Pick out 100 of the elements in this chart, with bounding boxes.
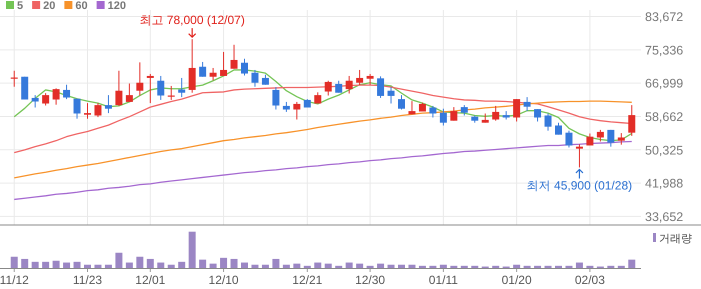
x-tick-label: 12/30 (355, 273, 386, 287)
bar (42, 262, 50, 268)
legend-label: 60 (75, 0, 88, 12)
candlestick (241, 58, 248, 76)
candlestick (157, 75, 164, 100)
bar (513, 264, 520, 268)
candlestick (460, 104, 468, 116)
candlestick (126, 83, 133, 102)
bar (262, 264, 269, 268)
candlestick (178, 77, 186, 98)
bar (576, 262, 583, 268)
legend-label: 20 (43, 0, 56, 12)
candlestick (429, 105, 436, 118)
candlestick (210, 67, 217, 81)
y-tick-label: 58,662 (645, 110, 684, 124)
legend-label: 5 (17, 0, 24, 12)
candlestick (230, 44, 238, 70)
bar (282, 264, 290, 268)
y-tick-label: 50,325 (645, 143, 684, 158)
candlestick (220, 51, 228, 76)
bar (440, 264, 447, 268)
bar (146, 258, 154, 268)
candlestick (32, 94, 39, 108)
candlestick (42, 92, 50, 106)
candlestick (618, 132, 625, 146)
bar (63, 262, 70, 268)
annotation: 최고 78,000 (12/07) (139, 13, 245, 28)
x-tick-label: 02/03 (574, 273, 606, 287)
bar (84, 264, 91, 268)
bar (115, 252, 122, 268)
candlestick (586, 132, 594, 146)
bar (32, 262, 39, 268)
candlestick (628, 104, 636, 136)
y-tick-label: 41,988 (645, 176, 684, 191)
bar (188, 232, 196, 268)
candlestick (293, 101, 300, 120)
candlestick (513, 98, 520, 122)
candlestick (84, 102, 91, 120)
candlestick (388, 86, 395, 104)
candlestick (377, 76, 384, 98)
bar (314, 262, 322, 268)
candlestick (251, 69, 258, 88)
bar (157, 262, 164, 268)
y-tick-label: 83,672 (645, 10, 684, 24)
bar (241, 262, 248, 268)
candlestick (199, 61, 206, 78)
legend-label: 거래량 (659, 233, 692, 245)
candlestick (492, 105, 500, 122)
annotation: 최저 45,900 (01/28) (526, 178, 632, 192)
candlestick (408, 100, 416, 115)
x-tick-label: 12/21 (292, 273, 323, 287)
candlestick (282, 101, 290, 112)
candlestick (366, 73, 374, 86)
y-tick-label: 33,652 (645, 210, 684, 224)
candlestick (356, 69, 364, 86)
y-tick-label: 75,336 (645, 43, 684, 58)
x-tick-label: 11/23 (72, 273, 102, 287)
candlestick (324, 80, 332, 96)
bar (210, 264, 217, 268)
candlestick (21, 76, 28, 100)
bar (199, 260, 206, 268)
bar (104, 264, 112, 268)
bar (408, 264, 416, 268)
candlestick (534, 108, 542, 122)
candlestick (272, 86, 280, 110)
candlestick (398, 94, 405, 110)
bar (346, 262, 353, 268)
candlestick (346, 75, 353, 94)
bar (251, 264, 258, 268)
candlestick (115, 70, 122, 106)
x-tick-label: 12/10 (208, 273, 239, 287)
x-tick-label: 11/12 (0, 273, 30, 287)
bar (178, 262, 186, 268)
x-tick-label: 01/20 (502, 273, 532, 287)
candlestick (440, 108, 447, 126)
bar (356, 264, 364, 268)
bar (136, 256, 144, 268)
candlestick (136, 62, 144, 96)
candlestick (607, 129, 614, 148)
candlestick (524, 96, 531, 112)
candlestick (596, 129, 604, 142)
bar (324, 264, 332, 268)
candlestick (104, 94, 112, 114)
bar (388, 264, 395, 268)
x-tick-label: 01/11 (428, 273, 458, 287)
bar (21, 258, 28, 268)
candlestick (63, 84, 70, 100)
bar (220, 258, 228, 268)
x-tick-label: 12/01 (135, 273, 166, 287)
candlestick (146, 73, 154, 104)
bar (272, 258, 280, 268)
bar (10, 256, 18, 268)
bar (398, 264, 405, 268)
bar (293, 264, 300, 268)
candlestick (450, 106, 458, 122)
y-tick-label: 66,999 (645, 76, 684, 91)
bar (628, 260, 636, 268)
candlestick (52, 88, 60, 106)
bar (52, 260, 60, 268)
legend-거래량: 거래량 (653, 233, 692, 245)
